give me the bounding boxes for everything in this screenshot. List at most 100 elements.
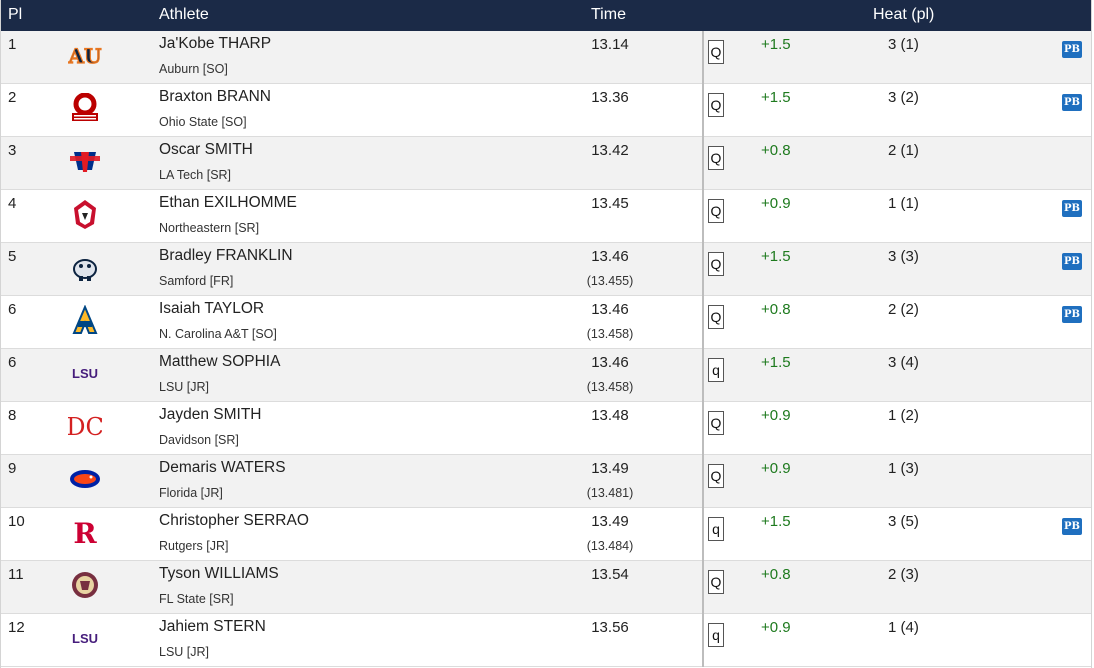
table-row-7: 6 LSU Matthew SOPHIA LSU [JR] 13.46 (13.…	[1, 349, 1091, 402]
result-time: 13.46	[591, 248, 629, 265]
column-divider	[702, 84, 704, 137]
precise-time: (13.484)	[586, 539, 634, 553]
lsu-logo-graphic: LSU	[72, 631, 98, 646]
wind-reading: +1.5	[761, 513, 791, 530]
athlete-name-link[interactable]: Matthew SOPHIA	[159, 353, 281, 370]
davidson-logo-graphic: DC	[68, 413, 102, 441]
header-time[interactable]: Time	[591, 6, 626, 23]
team-name-link[interactable]: LSU [JR]	[159, 645, 210, 659]
result-time: 13.14	[591, 36, 629, 53]
heat-place: 1 (3)	[888, 460, 919, 477]
auburn-logo[interactable]: AU	[67, 39, 103, 71]
davidson-logo[interactable]: DC	[67, 410, 103, 442]
precise-time: (13.458)	[586, 327, 634, 341]
qualifier-badge: Q	[708, 411, 724, 435]
team-name-link[interactable]: FL State [SR]	[159, 592, 234, 606]
column-divider	[702, 508, 704, 561]
result-time: 13.42	[591, 142, 629, 159]
table-row-11: 11 Tyson WILLIAMS FL State [SR] 13.54 Q …	[1, 561, 1091, 614]
fl-state-logo-graphic	[72, 572, 98, 598]
place: 6	[8, 301, 17, 318]
wind-reading: +1.5	[761, 354, 791, 371]
qualifier-badge: Q	[708, 146, 724, 170]
heat-place: 2 (3)	[888, 566, 919, 583]
athlete-name-link[interactable]: Bradley FRANKLIN	[159, 247, 293, 264]
result-time: 13.45	[591, 195, 629, 212]
logo-lettering: R	[73, 517, 97, 547]
header-heat[interactable]: Heat (pl)	[873, 6, 935, 23]
heat-place: 1 (1)	[888, 195, 919, 212]
result-time: 13.46	[591, 354, 629, 371]
qualifier-badge: Q	[708, 40, 724, 64]
table-row-5: 5 Bradley FRANKLIN Samford [FR] 13.46 (1…	[1, 243, 1091, 296]
heat-place: 2 (1)	[888, 142, 919, 159]
nc-at-logo[interactable]	[67, 304, 103, 336]
qualifier-badge: Q	[708, 570, 724, 594]
athlete-name-link[interactable]: Demaris WATERS	[159, 459, 286, 476]
team-name-link[interactable]: Davidson [SR]	[159, 433, 239, 447]
athlete-name-link[interactable]: Oscar SMITH	[159, 141, 253, 158]
northeastern-logo[interactable]	[67, 198, 103, 230]
athlete-name-link[interactable]: Jahiem STERN	[159, 618, 266, 635]
rutgers-logo[interactable]: R	[67, 516, 103, 548]
la-tech-logo-graphic	[70, 152, 100, 172]
team-name-link[interactable]: Northeastern [SR]	[159, 221, 260, 235]
column-divider	[702, 349, 704, 402]
qualifier-badge: Q	[708, 93, 724, 117]
result-time: 13.48	[591, 407, 629, 424]
place: 6	[8, 354, 17, 371]
team-name-link[interactable]: Samford [FR]	[159, 274, 234, 288]
northeastern-logo-graphic	[74, 200, 96, 229]
place: 5	[8, 248, 17, 265]
athlete-name-link[interactable]: Isaiah TAYLOR	[159, 300, 265, 317]
header-place[interactable]: Pl	[8, 6, 23, 23]
logo-lettering: LSU	[72, 631, 98, 646]
la-tech-logo[interactable]	[67, 145, 103, 177]
place: 11	[8, 566, 24, 583]
team-name-link[interactable]: Auburn [SO]	[159, 62, 228, 76]
header-athlete[interactable]: Athlete	[159, 6, 209, 23]
pb-badge: PB	[1062, 41, 1082, 58]
qualifier-badge: Q	[708, 252, 724, 276]
table-row-9: 9 Demaris WATERS Florida [JR] 13.49 (13.…	[1, 455, 1091, 508]
qualifier-badge: Q	[708, 199, 724, 223]
wind-reading: +0.9	[761, 619, 791, 636]
team-name-link[interactable]: N. Carolina A&T [SO]	[159, 327, 277, 341]
heat-place: 3 (3)	[888, 248, 919, 265]
florida-logo[interactable]	[67, 463, 103, 495]
athlete-name-link[interactable]: Ja'Kobe THARP	[159, 35, 272, 52]
athlete-name-link[interactable]: Ethan EXILHOMME	[159, 194, 297, 211]
athlete-name-link[interactable]: Jayden SMITH	[159, 406, 262, 423]
place: 9	[8, 460, 17, 477]
athlete-name-link[interactable]: Tyson WILLIAMS	[159, 565, 279, 582]
logo-lettering: LSU	[72, 366, 98, 381]
column-divider	[702, 31, 704, 84]
qualifier-badge: q	[708, 517, 724, 541]
heat-place: 3 (1)	[888, 36, 919, 53]
ohio-state-logo[interactable]	[67, 92, 103, 124]
lsu-logo[interactable]: LSU	[67, 357, 103, 389]
pb-badge: PB	[1062, 306, 1082, 323]
lsu-logo[interactable]: LSU	[67, 622, 103, 654]
result-time: 13.46	[591, 301, 629, 318]
samford-logo[interactable]	[67, 251, 103, 283]
athlete-name-link[interactable]: Braxton BRANN	[159, 88, 271, 105]
team-name-link[interactable]: LSU [JR]	[159, 380, 210, 394]
table-row-2: 2 Braxton BRANN Ohio State [SO] 13.36 Q …	[1, 84, 1091, 137]
team-name-link[interactable]: Ohio State [SO]	[159, 115, 247, 129]
precise-time: (13.458)	[586, 380, 634, 394]
column-divider	[702, 296, 704, 349]
team-name-link[interactable]: Florida [JR]	[159, 486, 223, 500]
fl-state-logo[interactable]	[67, 569, 103, 601]
athlete-name-link[interactable]: Christopher SERRAO	[159, 512, 309, 529]
ohio-state-logo-graphic	[72, 93, 98, 121]
auburn-logo-graphic: AU	[68, 43, 102, 68]
place: 1	[8, 36, 17, 53]
pb-badge: PB	[1062, 200, 1082, 217]
wind-reading: +0.9	[761, 460, 791, 477]
team-name-link[interactable]: Rutgers [JR]	[159, 539, 229, 553]
table-row-12: 12 LSU Jahiem STERN LSU [JR] 13.56 q +0.…	[1, 614, 1091, 667]
table-row-8: 8 DC Jayden SMITH Davidson [SR] 13.48 Q …	[1, 402, 1091, 455]
heat-place: 3 (5)	[888, 513, 919, 530]
team-name-link[interactable]: LA Tech [SR]	[159, 168, 232, 182]
